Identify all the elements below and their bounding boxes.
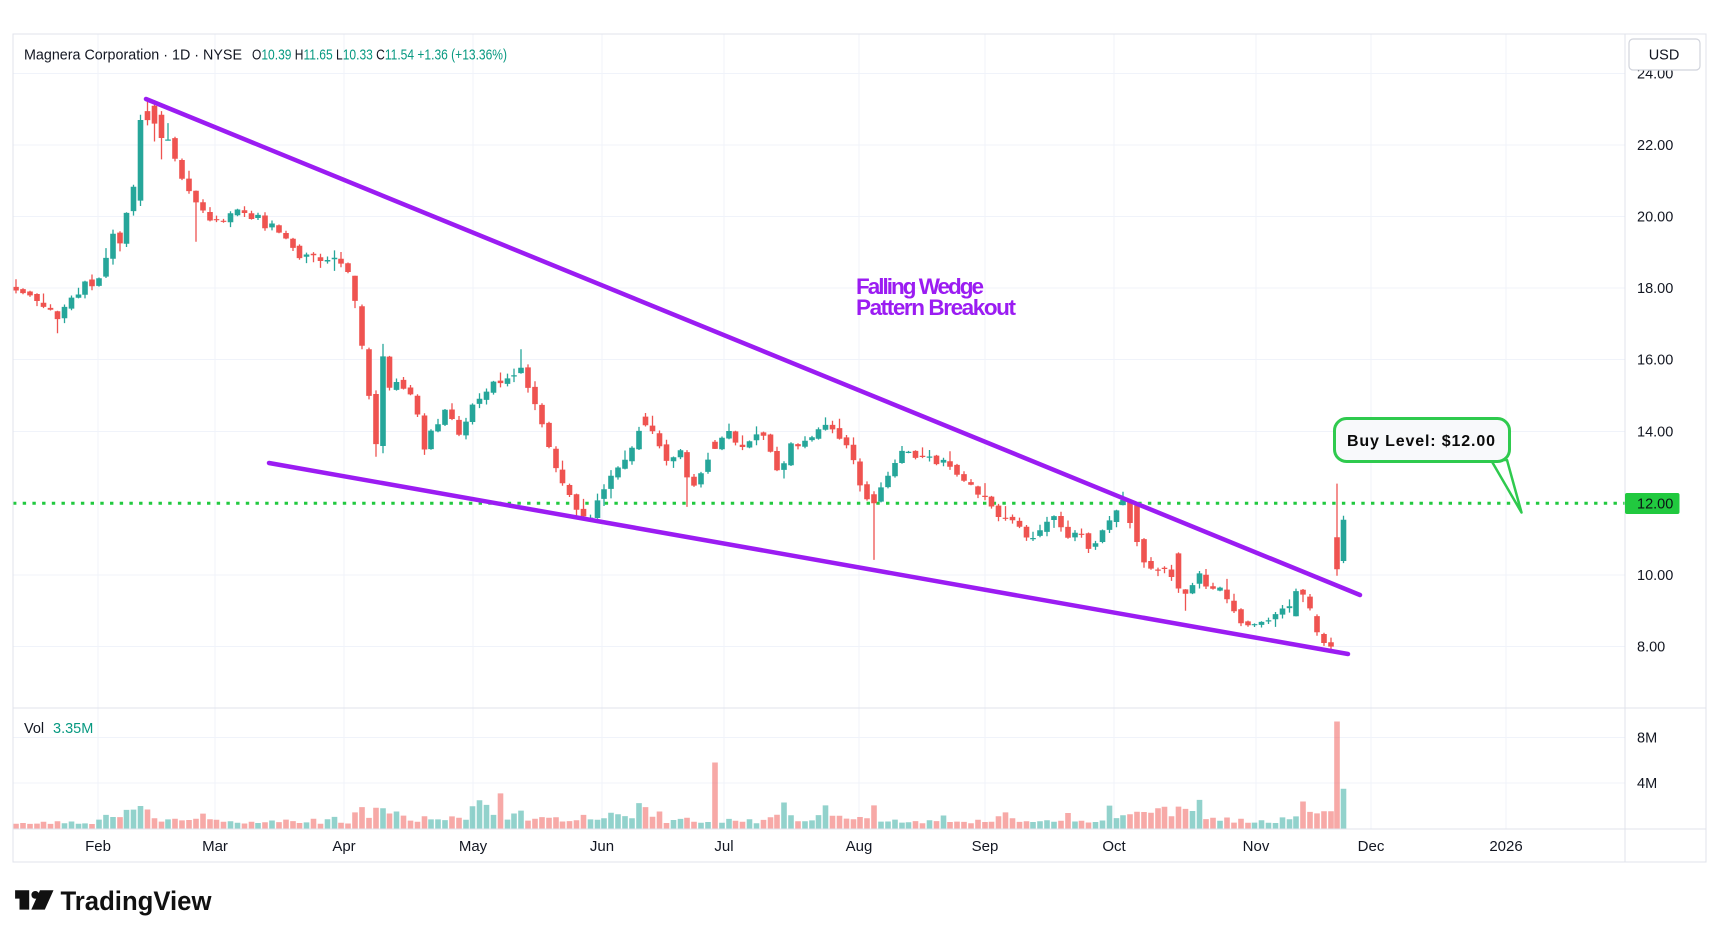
svg-text:8.00: 8.00: [1637, 640, 1665, 656]
svg-text:Aug: Aug: [846, 838, 873, 855]
svg-text:22.00: 22.00: [1637, 138, 1673, 154]
svg-text:4M: 4M: [1637, 776, 1657, 792]
svg-text:Pattern Breakout: Pattern Breakout: [856, 295, 1017, 320]
svg-text:20.00: 20.00: [1637, 210, 1673, 226]
svg-text:Magnera Corporation · 1D · NYS: Magnera Corporation · 1D · NYSE: [24, 47, 242, 64]
svg-text:14.00: 14.00: [1637, 425, 1673, 441]
svg-text:18.00: 18.00: [1637, 281, 1673, 297]
svg-text:Falling Wedge: Falling Wedge: [856, 274, 984, 299]
svg-text:Mar: Mar: [202, 838, 228, 855]
svg-text:Nov: Nov: [1243, 838, 1270, 855]
svg-text:O10.39 H11.65 L10.33 C11.54 +1: O10.39 H11.65 L10.33 C11.54 +1.36 (+13.3…: [252, 47, 507, 64]
svg-text:16.00: 16.00: [1637, 353, 1673, 369]
svg-text:Apr: Apr: [332, 838, 355, 855]
svg-text:3.35M: 3.35M: [53, 721, 93, 737]
svg-text:2026: 2026: [1489, 838, 1522, 855]
svg-text:Jun: Jun: [590, 838, 614, 855]
svg-text:Oct: Oct: [1102, 838, 1126, 855]
svg-text:12.00: 12.00: [1637, 497, 1673, 513]
svg-text:Jul: Jul: [714, 838, 733, 855]
svg-text:Vol: Vol: [24, 721, 44, 737]
svg-text:Dec: Dec: [1358, 838, 1385, 855]
svg-text:8M: 8M: [1637, 731, 1657, 747]
svg-text:USD: USD: [1649, 48, 1680, 64]
svg-text:Sep: Sep: [972, 838, 999, 855]
svg-text:May: May: [459, 838, 488, 855]
svg-text:Feb: Feb: [85, 838, 111, 855]
svg-text:TradingView: TradingView: [61, 886, 212, 916]
svg-text:Buy Level: $12.00: Buy Level: $12.00: [1347, 433, 1495, 450]
svg-text:10.00: 10.00: [1637, 568, 1673, 584]
